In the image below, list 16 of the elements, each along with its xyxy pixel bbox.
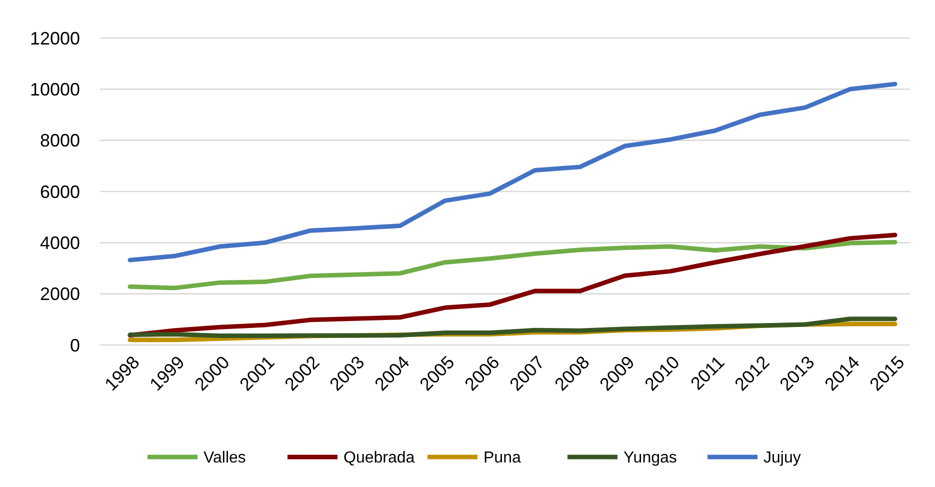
legend-label: Yungas	[624, 450, 677, 467]
legend-label: Valles	[204, 450, 246, 467]
line-series	[128, 240, 898, 290]
y-tick-label: 0	[70, 335, 80, 356]
legend-label: Puna	[484, 450, 521, 467]
line-series	[128, 82, 898, 262]
y-tick-label: 10000	[30, 79, 80, 100]
y-tick-label: 8000	[40, 130, 80, 151]
y-tick-label: 2000	[40, 284, 80, 304]
legend-label: Quebrada	[344, 450, 415, 467]
line-series	[128, 316, 898, 338]
legend-label: Jujuy	[764, 450, 801, 467]
y-tick-label: 6000	[40, 182, 80, 202]
y-tick-label: 4000	[40, 232, 80, 253]
y-tick-label: 12000	[30, 28, 80, 48]
line-series	[128, 232, 898, 338]
